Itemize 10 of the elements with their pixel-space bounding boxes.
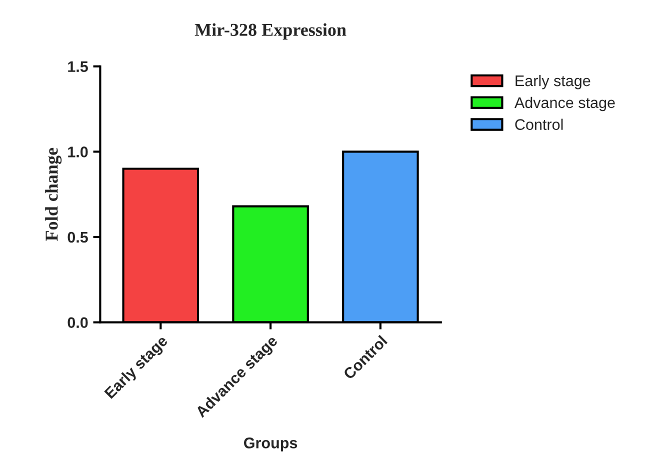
legend-label: Early stage <box>516 74 590 90</box>
y-tick-label: 1.5 <box>68 61 88 72</box>
x-axis-title: Groups <box>244 438 298 452</box>
y-axis-title: Fold change <box>45 148 62 241</box>
legend-label: Advance stage <box>514 96 615 112</box>
y-tick-label: 1.0 <box>68 146 88 158</box>
y-tick-label: 0.0 <box>68 317 88 328</box>
chart-title: Mir-328 Expression <box>194 23 346 40</box>
y-tick-label: 0.5 <box>68 232 88 243</box>
legend-label: Control <box>515 118 563 130</box>
